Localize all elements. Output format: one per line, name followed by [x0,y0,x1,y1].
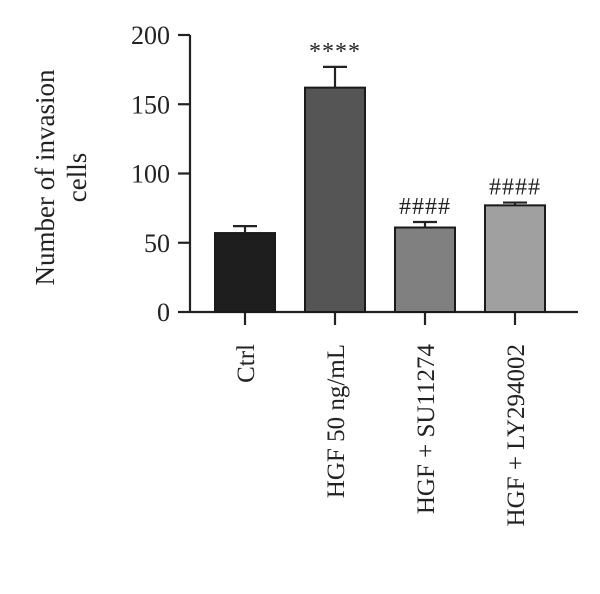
bar [304,86,366,313]
x-axis [190,310,578,325]
error-bars [233,65,527,234]
bar [484,204,546,313]
category-label: HGF 50 ng/mL [323,344,350,498]
y-axis-title-line: cells [62,153,92,202]
y-axis-title: Number of invasion cells [30,69,92,285]
y-tick-label: 50 [144,229,170,258]
category-label: Ctrl [233,344,260,383]
bars [214,86,546,313]
significance-label: #### [399,194,451,220]
y-tick-label: 100 [131,160,170,189]
category-label: HGF + LY294002 [503,344,530,526]
category-label: HGF + SU11274 [413,344,440,515]
bar [214,232,276,313]
y-axis: 0 50 100 150 200 [131,21,192,327]
y-tick-label: 150 [131,90,170,119]
significance-label: #### [489,175,541,201]
y-tick-label: 200 [131,21,170,50]
category-labels: Ctrl HGF 50 ng/mL HGF + SU11274 HGF + LY294… [233,344,530,527]
significance-label: **** [309,39,361,65]
y-axis-title-line: Number of invasion [30,69,60,285]
bar [394,226,456,313]
y-tick-label: 0 [157,298,170,327]
significance-labels: **** #### #### [309,39,541,220]
